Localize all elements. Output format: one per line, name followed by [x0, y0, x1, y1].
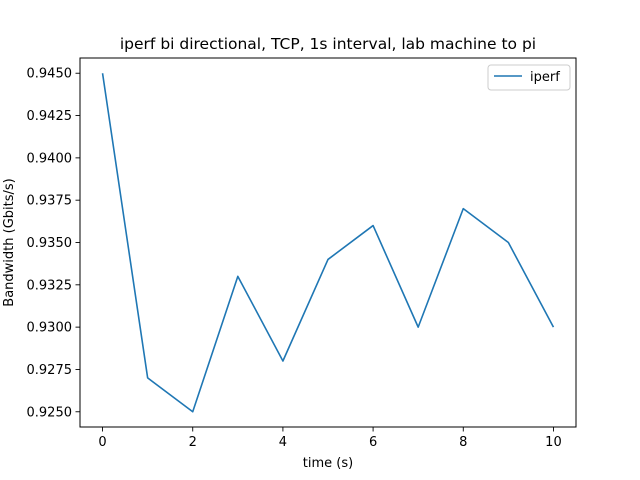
series-line-iperf [101, 73, 555, 413]
y-axis: 0.9250 0.9275 0.9300 0.9325 0.9350 0.9375 0.94… [27, 67, 80, 420]
y-tick-label: 0.9325 [27, 278, 73, 293]
x-tick-label: 6 [369, 435, 377, 450]
y-tick-label: 0.9400 [27, 151, 73, 166]
legend-box [487, 64, 571, 91]
x-tick-label: 10 [545, 435, 562, 450]
y-tick-label: 0.9425 [27, 109, 73, 124]
legend: iperf [487, 64, 571, 91]
x-tick-label: 2 [189, 435, 197, 450]
x-tick-label: 8 [459, 435, 467, 450]
y-tick-label: 0.9350 [27, 236, 73, 251]
x-axis: 0 2 4 6 8 10 [98, 427, 562, 450]
y-tick-label: 0.9375 [27, 194, 73, 209]
y-tick-label: 0.9250 [27, 405, 73, 420]
y-tick-label: 0.9275 [27, 363, 73, 378]
y-tick-label: 0.9300 [27, 321, 73, 336]
x-tick-label: 0 [98, 435, 106, 450]
x-tick-label: 4 [279, 435, 287, 450]
x-axis-label: time (s) [303, 456, 353, 471]
chart-title: iperf bi directional, TCP, 1s interval, … [120, 35, 536, 53]
legend-label-iperf: iperf [530, 70, 560, 85]
series-layer [101, 73, 555, 413]
y-tick-label: 0.9450 [27, 67, 73, 82]
y-axis-label: Bandwidth (Gbits/s) [2, 178, 17, 306]
